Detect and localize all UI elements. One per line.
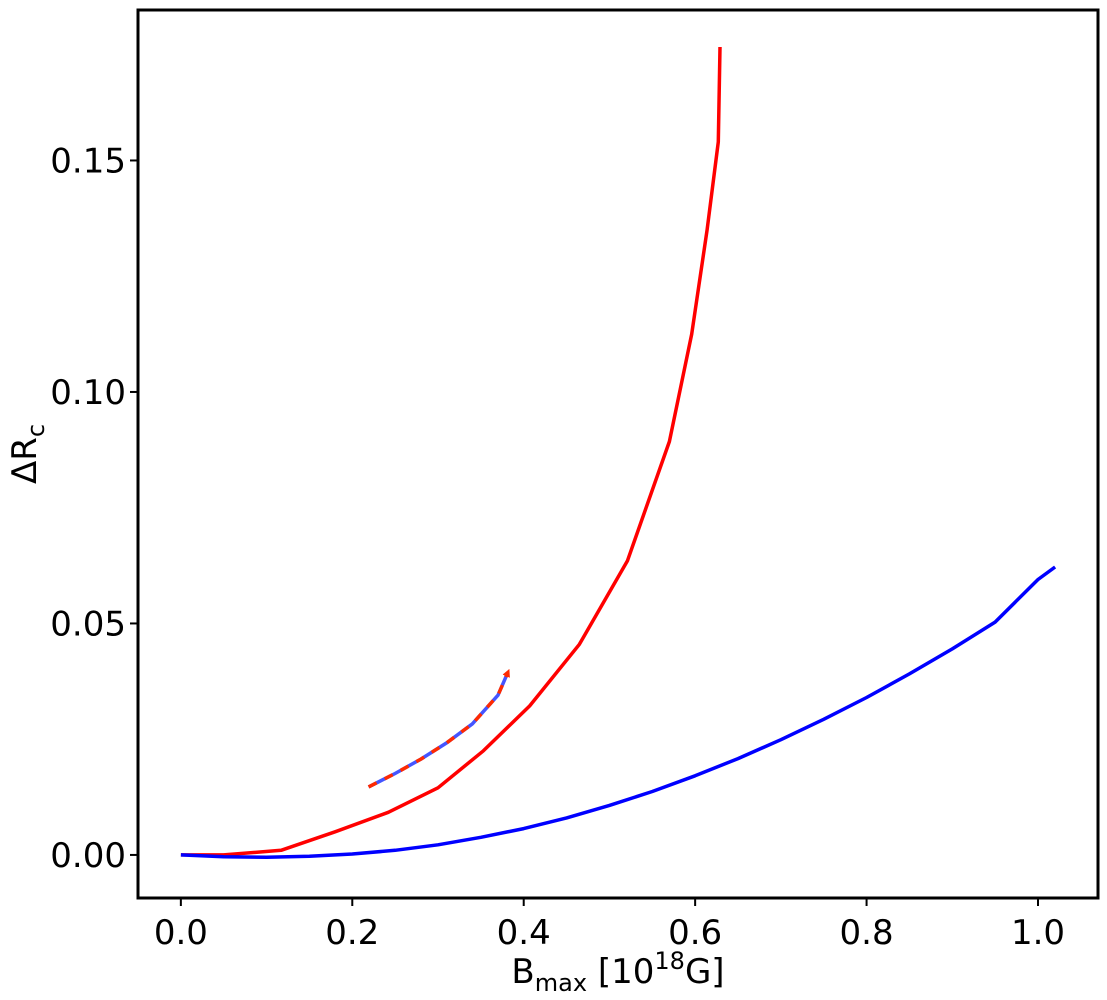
x-axis-label-subscript: max	[535, 969, 587, 997]
x-tick-label: 0.6	[668, 913, 722, 953]
series-line-1	[180, 565, 1057, 860]
x-tick-label: 0.4	[497, 913, 551, 953]
y-tick-label: 0.00	[50, 836, 126, 876]
y-tick-label: 0.15	[50, 141, 126, 181]
y-axis: 0.00 0.05 0.10 0.15	[50, 141, 138, 876]
x-tick-label: 0.0	[154, 913, 208, 953]
x-axis-label-prefix: [10	[587, 952, 654, 992]
x-tick-label: 0.2	[325, 913, 379, 953]
x-tick-label: 0.8	[840, 913, 894, 953]
series-line-dashed-blue	[367, 674, 509, 789]
x-axis: 0.0 0.2 0.4 0.6 0.8 1.0	[154, 898, 1065, 953]
y-tick-label: 0.10	[50, 373, 126, 413]
y-axis-label: ΔRc	[5, 424, 50, 484]
x-axis-label: Bmax [1018G]	[511, 947, 724, 997]
y-tick-label: 0.05	[50, 604, 126, 644]
series-line-0	[180, 46, 722, 857]
plot-frame	[136, 8, 1100, 900]
x-axis-label-main: B	[511, 952, 534, 992]
plot-layer	[180, 46, 1057, 860]
y-axis-label-main: ΔR	[5, 437, 45, 484]
series-line-dashed-red	[367, 668, 510, 789]
x-axis-label-superscript: 18	[654, 947, 685, 975]
x-axis-label-suffix: G]	[685, 952, 725, 992]
dashed-arrow-series	[367, 668, 510, 789]
x-tick-label: 1.0	[1011, 913, 1065, 953]
y-axis-label-subscript: c	[22, 424, 50, 437]
